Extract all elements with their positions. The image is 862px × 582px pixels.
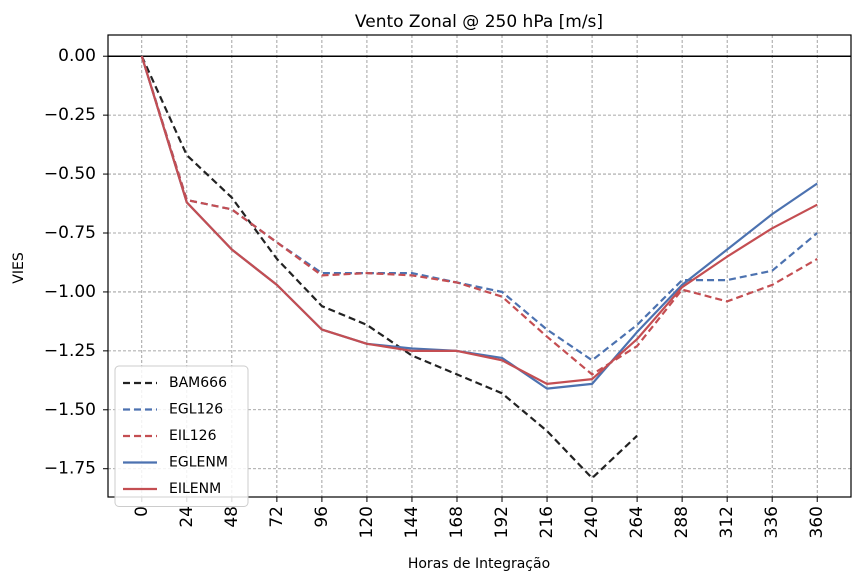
y-tick-label: −1.50 [44,400,96,420]
x-tick-label: 48 [222,506,242,528]
legend-entry-label: EGL126 [169,402,223,418]
x-tick-label: 360 [807,506,827,538]
y-axis-label: VIES [11,252,27,284]
x-tick-label: 336 [762,506,782,538]
series-line-eilenm [140,55,818,385]
legend-entry-label: EILENM [169,481,221,497]
legend-entry-label: EIL126 [169,428,217,444]
x-tick-label: 288 [672,506,692,538]
y-tick-label: −0.75 [44,223,96,243]
x-tick-label: 120 [357,506,377,538]
y-tick-label: −0.50 [44,164,96,184]
x-tick-label: 168 [447,506,467,538]
x-axis-label: Horas de Integração [408,556,550,572]
x-tick-label: 216 [537,506,557,538]
series-line-egl126 [140,55,818,362]
x-tick-label: 24 [177,506,197,528]
y-tick-label: −1.00 [44,282,96,302]
series-line-eglenm [140,55,818,390]
y-tick-label: −0.25 [44,105,96,125]
x-tick-label: 312 [717,506,737,538]
x-tick-label: 72 [267,506,287,528]
x-tick-label: 264 [627,506,647,538]
y-tick-label: −1.75 [44,459,96,479]
y-tick-label: −1.25 [44,341,96,361]
x-tick-label: 192 [492,506,512,538]
x-tick-label: 144 [402,506,422,538]
series-line-eil126 [140,55,818,376]
legend: BAM666 EGL126 EIL126 EGLENM EILENM [114,365,249,507]
series-layer [140,55,818,480]
plot-area-frame [107,34,852,498]
chart-title: Vento Zonal @ 250 hPa [m/s] [355,12,603,32]
grid-lines [108,35,851,497]
legend-entry-label: EGLENM [169,455,228,471]
x-tick-label: 96 [312,506,332,528]
y-tick-label: 0.00 [58,46,96,66]
legend-entry-label: BAM666 [169,375,227,391]
x-axis-ticks: 0 24 48 72 96 120 144 168 192 216 240 264 288 312 336 3… [132,497,827,538]
series-line-bam666 [140,55,638,480]
x-tick-label: 0 [132,506,152,517]
legend-box [114,365,249,507]
y-axis-ticks: 0.00 −0.25 −0.50 −0.75 −1.00 −1.25 −1.50 −1.75 [44,46,108,479]
x-tick-label: 240 [582,506,602,538]
